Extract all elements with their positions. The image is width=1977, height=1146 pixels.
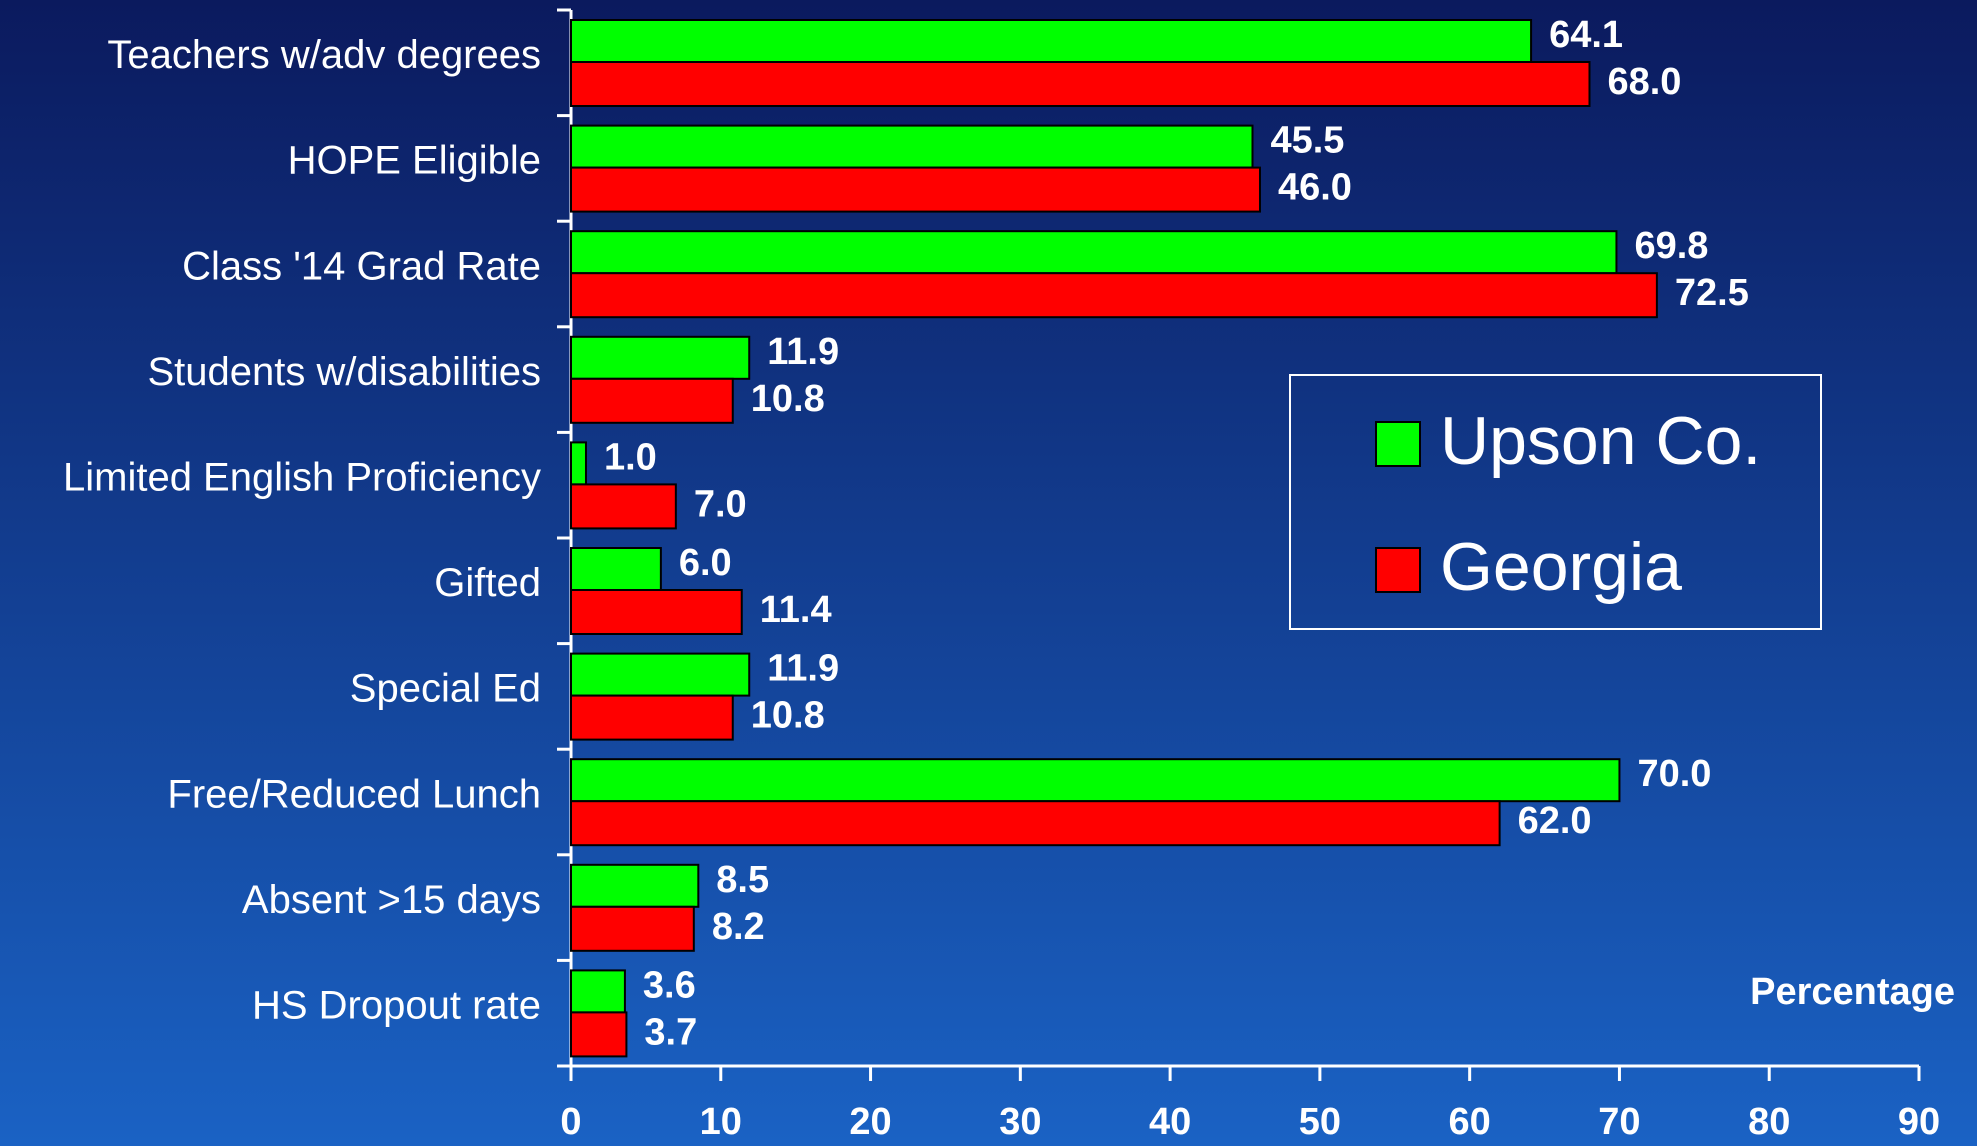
bar bbox=[570, 905, 695, 952]
legend-box bbox=[1289, 374, 1822, 630]
value-label: 3.6 bbox=[643, 964, 696, 1006]
value-label: 11.9 bbox=[767, 648, 839, 690]
bar bbox=[570, 377, 734, 424]
category-label: HOPE Eligible bbox=[288, 139, 541, 183]
bar bbox=[570, 19, 1533, 63]
x-tick-label: 40 bbox=[1149, 1101, 1191, 1143]
value-label: 11.9 bbox=[767, 331, 839, 373]
value-label: 11.4 bbox=[760, 589, 832, 631]
value-label: 7.0 bbox=[694, 483, 747, 525]
x-tick-label: 80 bbox=[1748, 1101, 1790, 1143]
legend-label: Upson Co. bbox=[1440, 403, 1761, 479]
value-label: 68.0 bbox=[1607, 61, 1681, 103]
value-label: 1.0 bbox=[604, 436, 657, 478]
bar bbox=[570, 863, 700, 908]
category-label: Gifted bbox=[434, 561, 541, 605]
category-label: Special Ed bbox=[350, 667, 541, 711]
x-tick-label: 10 bbox=[700, 1101, 742, 1143]
value-label: 72.5 bbox=[1675, 272, 1749, 314]
value-label: 46.0 bbox=[1278, 167, 1352, 209]
bar bbox=[570, 969, 626, 1014]
bar bbox=[570, 166, 1261, 213]
bar bbox=[570, 230, 1618, 275]
bar bbox=[570, 652, 751, 697]
bar bbox=[570, 1011, 628, 1058]
bar bbox=[570, 124, 1254, 169]
bar bbox=[570, 272, 1658, 319]
legend-swatch bbox=[1375, 421, 1421, 467]
bar bbox=[570, 483, 677, 530]
legend-label: Georgia bbox=[1440, 529, 1682, 605]
category-label: Teachers w/adv degrees bbox=[107, 33, 541, 77]
bar bbox=[570, 758, 1621, 803]
bar bbox=[570, 547, 662, 591]
x-tick-label: 60 bbox=[1449, 1101, 1491, 1143]
x-tick-label: 50 bbox=[1299, 1101, 1341, 1143]
legend-swatch bbox=[1375, 547, 1421, 593]
bar bbox=[570, 335, 751, 380]
category-label: Absent >15 days bbox=[242, 878, 541, 922]
bar bbox=[570, 589, 743, 635]
category-label: HS Dropout rate bbox=[252, 983, 541, 1027]
bar bbox=[570, 61, 1591, 107]
x-axis-label: Percentage bbox=[1750, 971, 1955, 1013]
value-label: 3.7 bbox=[644, 1011, 697, 1053]
value-label: 8.2 bbox=[712, 906, 765, 948]
category-label: Free/Reduced Lunch bbox=[167, 772, 541, 816]
value-label: 10.8 bbox=[751, 378, 825, 420]
x-tick-label: 70 bbox=[1598, 1101, 1640, 1143]
value-label: 69.8 bbox=[1634, 225, 1708, 267]
category-label: Class '14 Grad Rate bbox=[182, 244, 541, 288]
x-tick-label: 30 bbox=[999, 1101, 1041, 1143]
x-tick-label: 20 bbox=[849, 1101, 891, 1143]
value-label: 62.0 bbox=[1518, 800, 1592, 842]
bar bbox=[570, 694, 734, 741]
value-label: 10.8 bbox=[751, 695, 825, 737]
bar bbox=[570, 800, 1501, 847]
value-label: 8.5 bbox=[716, 859, 769, 901]
x-tick-label: 90 bbox=[1898, 1101, 1940, 1143]
category-label: Students w/disabilities bbox=[147, 350, 541, 394]
value-label: 64.1 bbox=[1549, 14, 1623, 56]
bar bbox=[570, 441, 587, 486]
x-tick-label: 0 bbox=[560, 1101, 581, 1143]
value-label: 6.0 bbox=[679, 542, 732, 584]
value-label: 45.5 bbox=[1270, 120, 1344, 162]
category-label: Limited English Proficiency bbox=[63, 455, 541, 499]
value-label: 70.0 bbox=[1637, 753, 1711, 795]
